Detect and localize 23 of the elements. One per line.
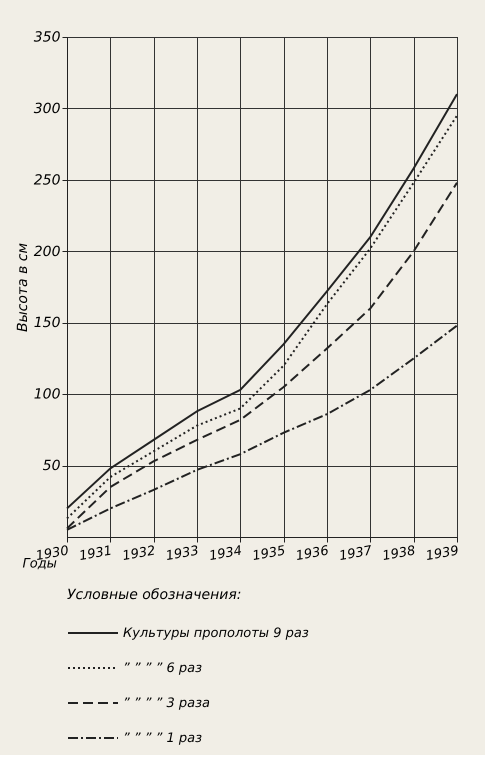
- y-axis-title: Высота в см: [14, 242, 31, 332]
- y-tick-label: 300: [34, 100, 61, 117]
- y-tick-label: 150: [34, 315, 61, 332]
- legend-label: ” ” ” ” 6 раз: [123, 661, 202, 676]
- x-tick-label: 1935: [251, 544, 287, 564]
- y-tick-label: 350: [34, 30, 61, 46]
- x-tick-label: 1936: [294, 544, 330, 564]
- legend-title: Условные обозначения:: [67, 587, 242, 603]
- x-tick-label: 1933: [164, 544, 200, 564]
- legend-label: Культуры прополоты 9 раз: [123, 626, 309, 641]
- y-tick-label: 100: [34, 386, 61, 403]
- legend-label: ” ” ” ” 3 раза: [123, 696, 210, 711]
- x-axis-title: Годы: [22, 556, 57, 572]
- x-tick-label: 1931: [78, 544, 114, 564]
- x-tick-label: 1939: [424, 544, 460, 564]
- y-tick-label: 200: [34, 244, 61, 260]
- x-tick-label: 1937: [338, 543, 374, 564]
- x-tick-label: 1934: [208, 544, 244, 564]
- x-tick-label: 1938: [381, 544, 417, 564]
- y-tick-label: 50: [42, 458, 61, 474]
- x-tick-label: 1932: [121, 544, 157, 564]
- legend-label: ” ” ” ” 1 раз: [123, 731, 202, 746]
- y-tick-label: 250: [34, 172, 61, 188]
